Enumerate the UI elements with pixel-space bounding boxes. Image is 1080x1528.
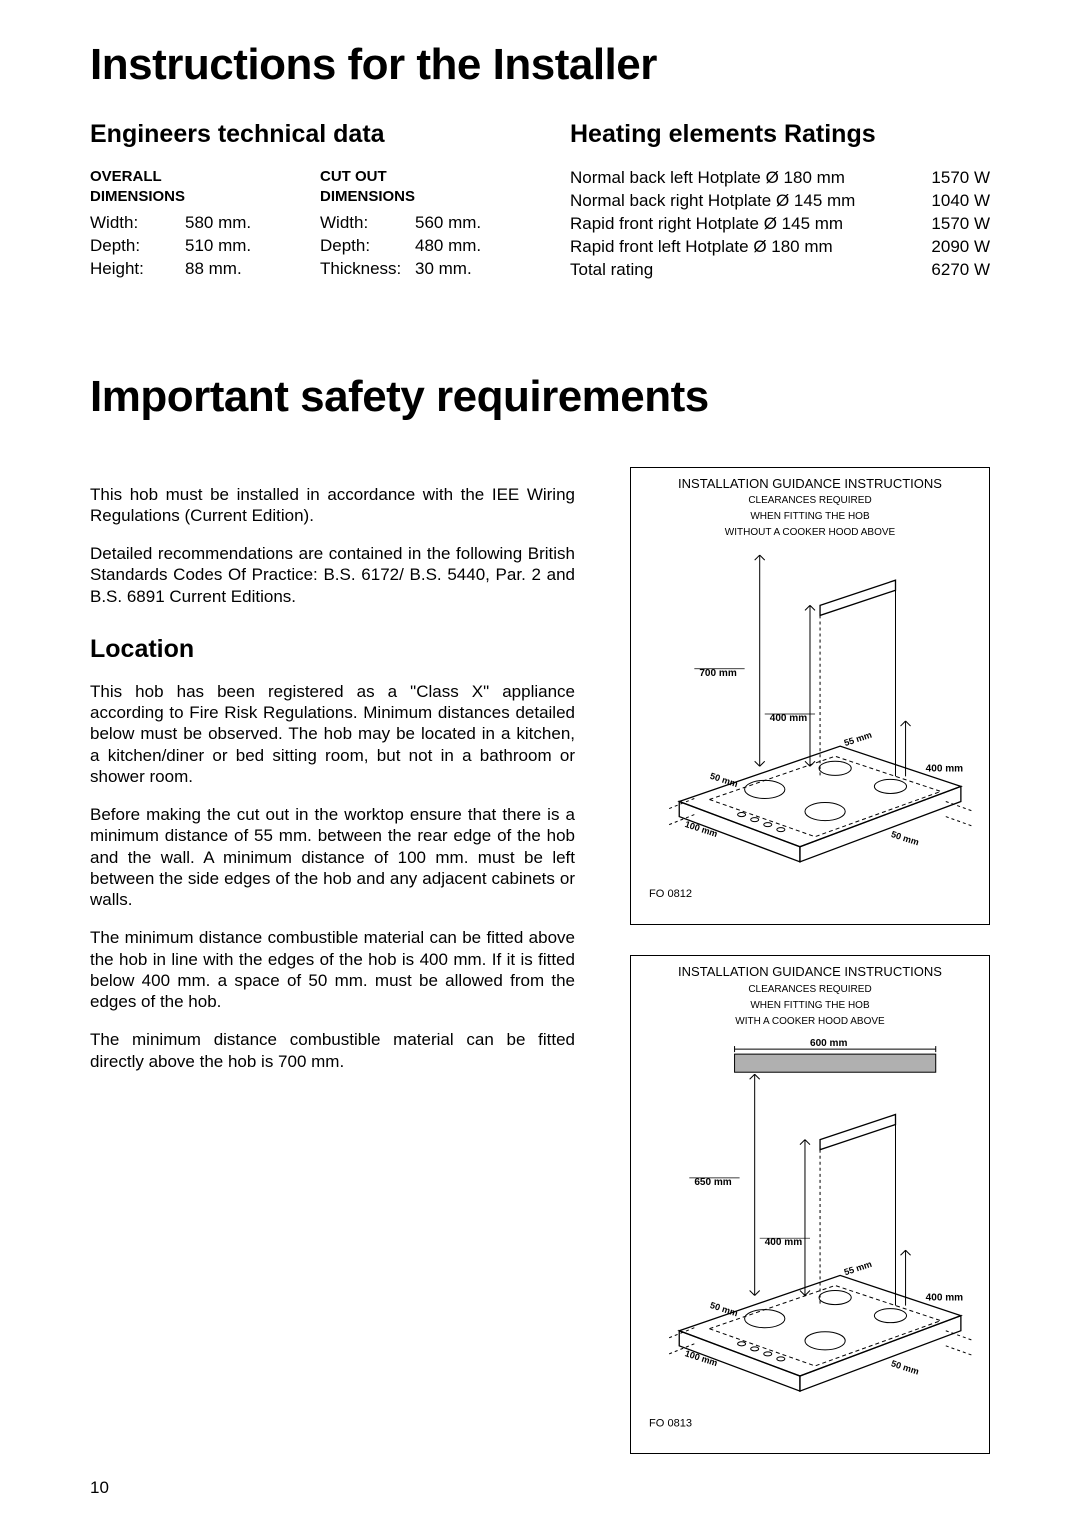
svg-text:55 mm: 55 mm bbox=[843, 730, 873, 748]
location-heading: Location bbox=[90, 635, 575, 664]
svg-text:100 mm: 100 mm bbox=[684, 1348, 719, 1368]
dim-value: 560 mm. bbox=[415, 212, 481, 235]
dim-value: 480 mm. bbox=[415, 235, 481, 258]
ratings-heading: Heating elements Ratings bbox=[570, 120, 990, 149]
svg-text:55 mm: 55 mm bbox=[843, 1259, 873, 1277]
dim-label: Depth: bbox=[320, 235, 415, 258]
page-number: 10 bbox=[90, 1478, 109, 1498]
dg1-title: INSTALLATION GUIDANCE INSTRUCTIONS CLEAR… bbox=[639, 476, 981, 540]
rating-label: Rapid front left Hotplate Ø 180 mm bbox=[570, 236, 833, 259]
title-safety: Important safety requirements bbox=[90, 372, 990, 422]
rating-label: Normal back right Hotplate Ø 145 mm bbox=[570, 190, 855, 213]
dim-value: 510 mm. bbox=[185, 235, 251, 258]
para1: This hob must be installed in accordance… bbox=[90, 484, 575, 527]
svg-text:400 mm: 400 mm bbox=[770, 713, 807, 724]
rating-value: 2090 W bbox=[931, 236, 990, 259]
dim-value: 30 mm. bbox=[415, 258, 472, 281]
dg1-svg: 700 mm 400 mm bbox=[639, 545, 981, 907]
svg-text:FO 0813: FO 0813 bbox=[649, 1417, 692, 1429]
svg-text:50 mm: 50 mm bbox=[890, 829, 920, 847]
loc-p1: This hob has been registered as a "Class… bbox=[90, 681, 575, 787]
svg-text:650 mm: 650 mm bbox=[694, 1177, 731, 1188]
dim-value: 580 mm. bbox=[185, 212, 251, 235]
rating-label: Total rating bbox=[570, 259, 653, 282]
rating-value: 1040 W bbox=[931, 190, 990, 213]
overall-head: OVERALLDIMENSIONS bbox=[90, 167, 280, 206]
rating-label: Normal back left Hotplate Ø 180 mm bbox=[570, 167, 845, 190]
svg-text:400 mm: 400 mm bbox=[765, 1237, 802, 1248]
loc-p4: The minimum distance combustible materia… bbox=[90, 1029, 575, 1072]
dim-label: Thickness: bbox=[320, 258, 415, 281]
cutout-head: CUT OUTDIMENSIONS bbox=[320, 167, 510, 206]
svg-text:600 mm: 600 mm bbox=[810, 1038, 847, 1049]
para2: Detailed recommendations are contained i… bbox=[90, 543, 575, 607]
rating-value: 1570 W bbox=[931, 213, 990, 236]
svg-text:400 mm: 400 mm bbox=[926, 1293, 963, 1304]
svg-text:700 mm: 700 mm bbox=[699, 668, 736, 679]
dim-value: 88 mm. bbox=[185, 258, 242, 281]
loc-p3: The minimum distance combustible materia… bbox=[90, 927, 575, 1012]
dim-label: Height: bbox=[90, 258, 185, 281]
diagram-2: INSTALLATION GUIDANCE INSTRUCTIONS CLEAR… bbox=[630, 955, 990, 1454]
rating-value: 1570 W bbox=[931, 167, 990, 190]
loc-p2: Before making the cut out in the worktop… bbox=[90, 804, 575, 910]
rating-label: Rapid front right Hotplate Ø 145 mm bbox=[570, 213, 843, 236]
dg2-svg: 600 mm 650 mm 400 mm bbox=[639, 1034, 981, 1436]
dim-label: Depth: bbox=[90, 235, 185, 258]
dim-label: Width: bbox=[320, 212, 415, 235]
svg-text:100 mm: 100 mm bbox=[684, 819, 719, 839]
svg-text:400 mm: 400 mm bbox=[926, 764, 963, 775]
tech-heading: Engineers technical data bbox=[90, 120, 510, 149]
dim-label: Width: bbox=[90, 212, 185, 235]
svg-text:50 mm: 50 mm bbox=[890, 1358, 920, 1376]
rating-value: 6270 W bbox=[931, 259, 990, 282]
dg2-title: INSTALLATION GUIDANCE INSTRUCTIONS CLEAR… bbox=[639, 964, 981, 1028]
svg-text:FO 0812: FO 0812 bbox=[649, 888, 692, 900]
diagram-1: INSTALLATION GUIDANCE INSTRUCTIONS CLEAR… bbox=[630, 467, 990, 926]
title-installer: Instructions for the Installer bbox=[90, 40, 990, 90]
